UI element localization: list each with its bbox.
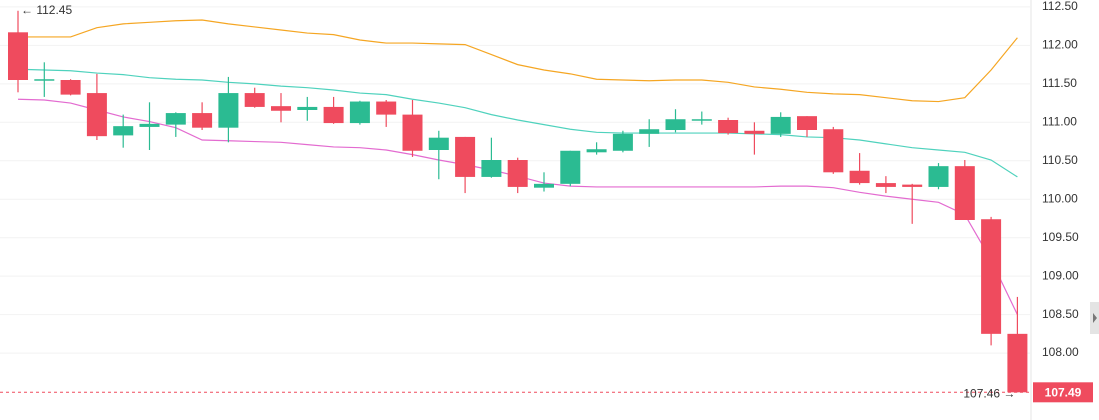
y-tick-label: 110.50: [1042, 153, 1078, 167]
candle-body: [823, 129, 844, 173]
candle-body: [218, 93, 239, 128]
y-tick-label: 112.00: [1042, 38, 1078, 52]
candle-body: [718, 120, 739, 134]
candle-body: [797, 116, 817, 130]
candle-body: [981, 219, 1002, 334]
candle-body: [271, 106, 291, 111]
candle-body: [902, 184, 923, 187]
low-label: 107.46 →: [963, 386, 1015, 400]
y-tick-label: 110.00: [1042, 191, 1078, 205]
indicator-line: [17, 98, 1018, 315]
price-tag-label: 107.49: [1045, 385, 1082, 399]
candle-body: [639, 129, 660, 134]
candle-body: [323, 106, 344, 124]
candle-body: [507, 160, 528, 187]
candle-body: [770, 116, 791, 134]
candle-body: [744, 130, 765, 134]
y-tick-label: 108.00: [1042, 345, 1079, 359]
candle-body: [376, 101, 397, 115]
price-tag: [1033, 382, 1093, 403]
candle-body: [928, 166, 949, 187]
candle-body: [297, 106, 318, 110]
y-tick-label: 111.50: [1042, 76, 1077, 90]
candle-body: [534, 183, 554, 188]
candle-body: [428, 137, 449, 150]
y-tick-label: 111.00: [1042, 114, 1077, 128]
candle-body: [165, 113, 186, 125]
candle-body: [849, 170, 870, 184]
candle-body: [455, 136, 476, 177]
candle-body: [954, 166, 975, 220]
scroll-arrow: [1093, 313, 1097, 323]
candle-body: [8, 32, 28, 80]
candle-body: [86, 93, 107, 137]
candle-body: [691, 119, 712, 121]
candle-body: [875, 183, 896, 187]
candle-body: [139, 123, 160, 127]
candle-body: [192, 113, 213, 128]
candle-body: [34, 79, 55, 81]
candle-body: [560, 150, 581, 184]
y-tick-label: 108.50: [1042, 307, 1079, 321]
candle-body: [244, 93, 265, 107]
candle-body: [402, 114, 423, 151]
candle-body: [612, 133, 633, 151]
candle-body: [60, 80, 81, 95]
candle-body: [586, 149, 607, 153]
y-tick-label: 112.50: [1042, 0, 1078, 13]
candle-body: [349, 101, 370, 124]
high-label: ← 112.45: [21, 3, 72, 17]
candle-body: [665, 119, 686, 130]
candle-body: [481, 160, 502, 177]
y-tick-label: 109.00: [1042, 268, 1079, 282]
y-tick-label: 109.50: [1042, 230, 1079, 244]
candle-body: [113, 126, 134, 136]
indicator-line: [18, 19, 1018, 103]
candle-body: [1007, 333, 1028, 393]
indicator-line: [17, 68, 1018, 178]
